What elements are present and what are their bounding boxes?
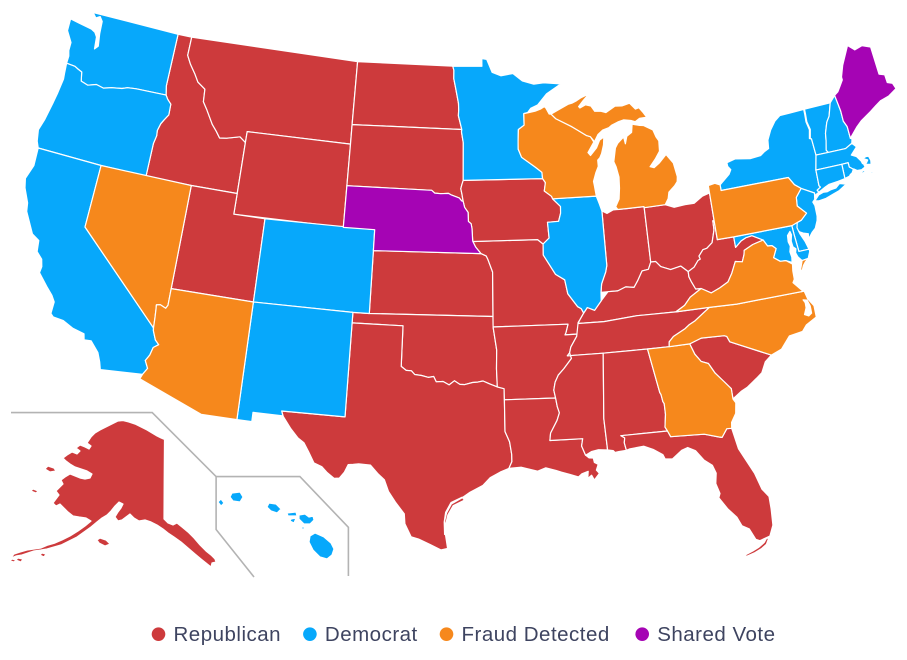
svg-text:Republican: Republican bbox=[174, 623, 282, 646]
svg-text:Shared Vote: Shared Vote bbox=[657, 623, 775, 646]
svg-text:Fraud Detected: Fraud Detected bbox=[462, 623, 610, 646]
svg-text:Democrat: Democrat bbox=[325, 623, 418, 646]
